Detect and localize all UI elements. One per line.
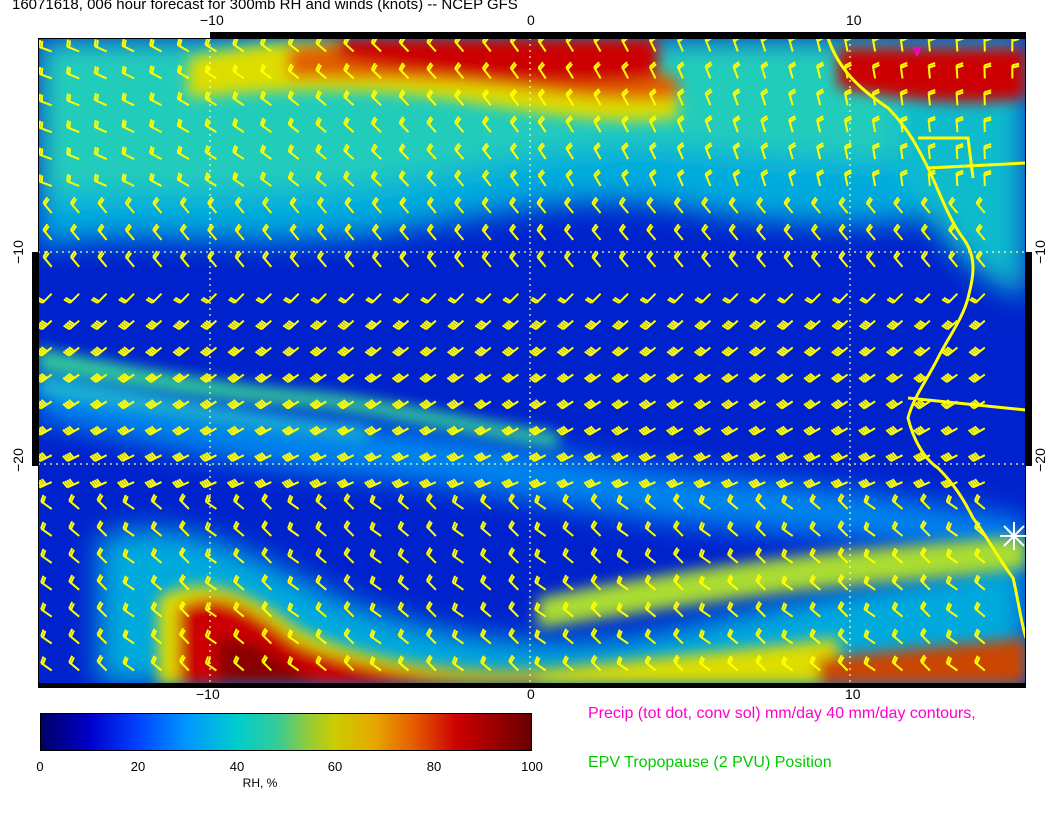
left-border-strip (32, 252, 38, 466)
top-axis-label-10: 10 (846, 12, 862, 28)
rh-wind-map (38, 38, 1026, 684)
bottom-axis-label-10: 10 (845, 686, 861, 702)
map-panel (38, 38, 1026, 684)
top-axis-label-0: 0 (527, 12, 535, 28)
map-title: 16071618, 006 hour forecast for 300mb RH… (12, 0, 518, 13)
colorbar-tick-60: 60 (327, 759, 343, 774)
top-border-strip (210, 32, 1026, 38)
rh-colorbar (40, 713, 532, 751)
map-frame (38, 38, 1026, 684)
colorbar-tick-80: 80 (426, 759, 442, 774)
coastline (826, 38, 1026, 639)
lat-lon-grid (38, 38, 1026, 684)
colorbar-units: RH, % (242, 776, 278, 790)
wind-barbs (38, 38, 1020, 672)
epv-legend: EPV Tropopause (2 PVU) Position (588, 754, 832, 771)
right-axis-label-neg20: −20 (1031, 448, 1048, 472)
station-marker (1000, 522, 1026, 550)
left-axis-label-neg10: −10 (9, 240, 26, 264)
colorbar-tick-20: 20 (130, 759, 146, 774)
left-axis-label-neg20: −20 (9, 448, 26, 472)
bottom-axis-label-neg10: −10 (196, 686, 220, 702)
top-axis-label-neg10: −10 (200, 12, 224, 28)
right-axis-label-neg10: −10 (1031, 240, 1048, 264)
colorbar-tick-40: 40 (229, 759, 245, 774)
right-border-strip (1026, 252, 1032, 466)
epv-marker (912, 47, 922, 58)
precip-legend: Precip (tot dot, conv sol) mm/day 40 mm/… (588, 705, 976, 722)
bottom-axis-label-0: 0 (527, 686, 535, 702)
rh-field (38, 38, 1026, 684)
bottom-border-strip (38, 684, 1026, 688)
colorbar-tick-100: 100 (521, 759, 543, 774)
colorbar-tick-0: 0 (36, 759, 44, 774)
